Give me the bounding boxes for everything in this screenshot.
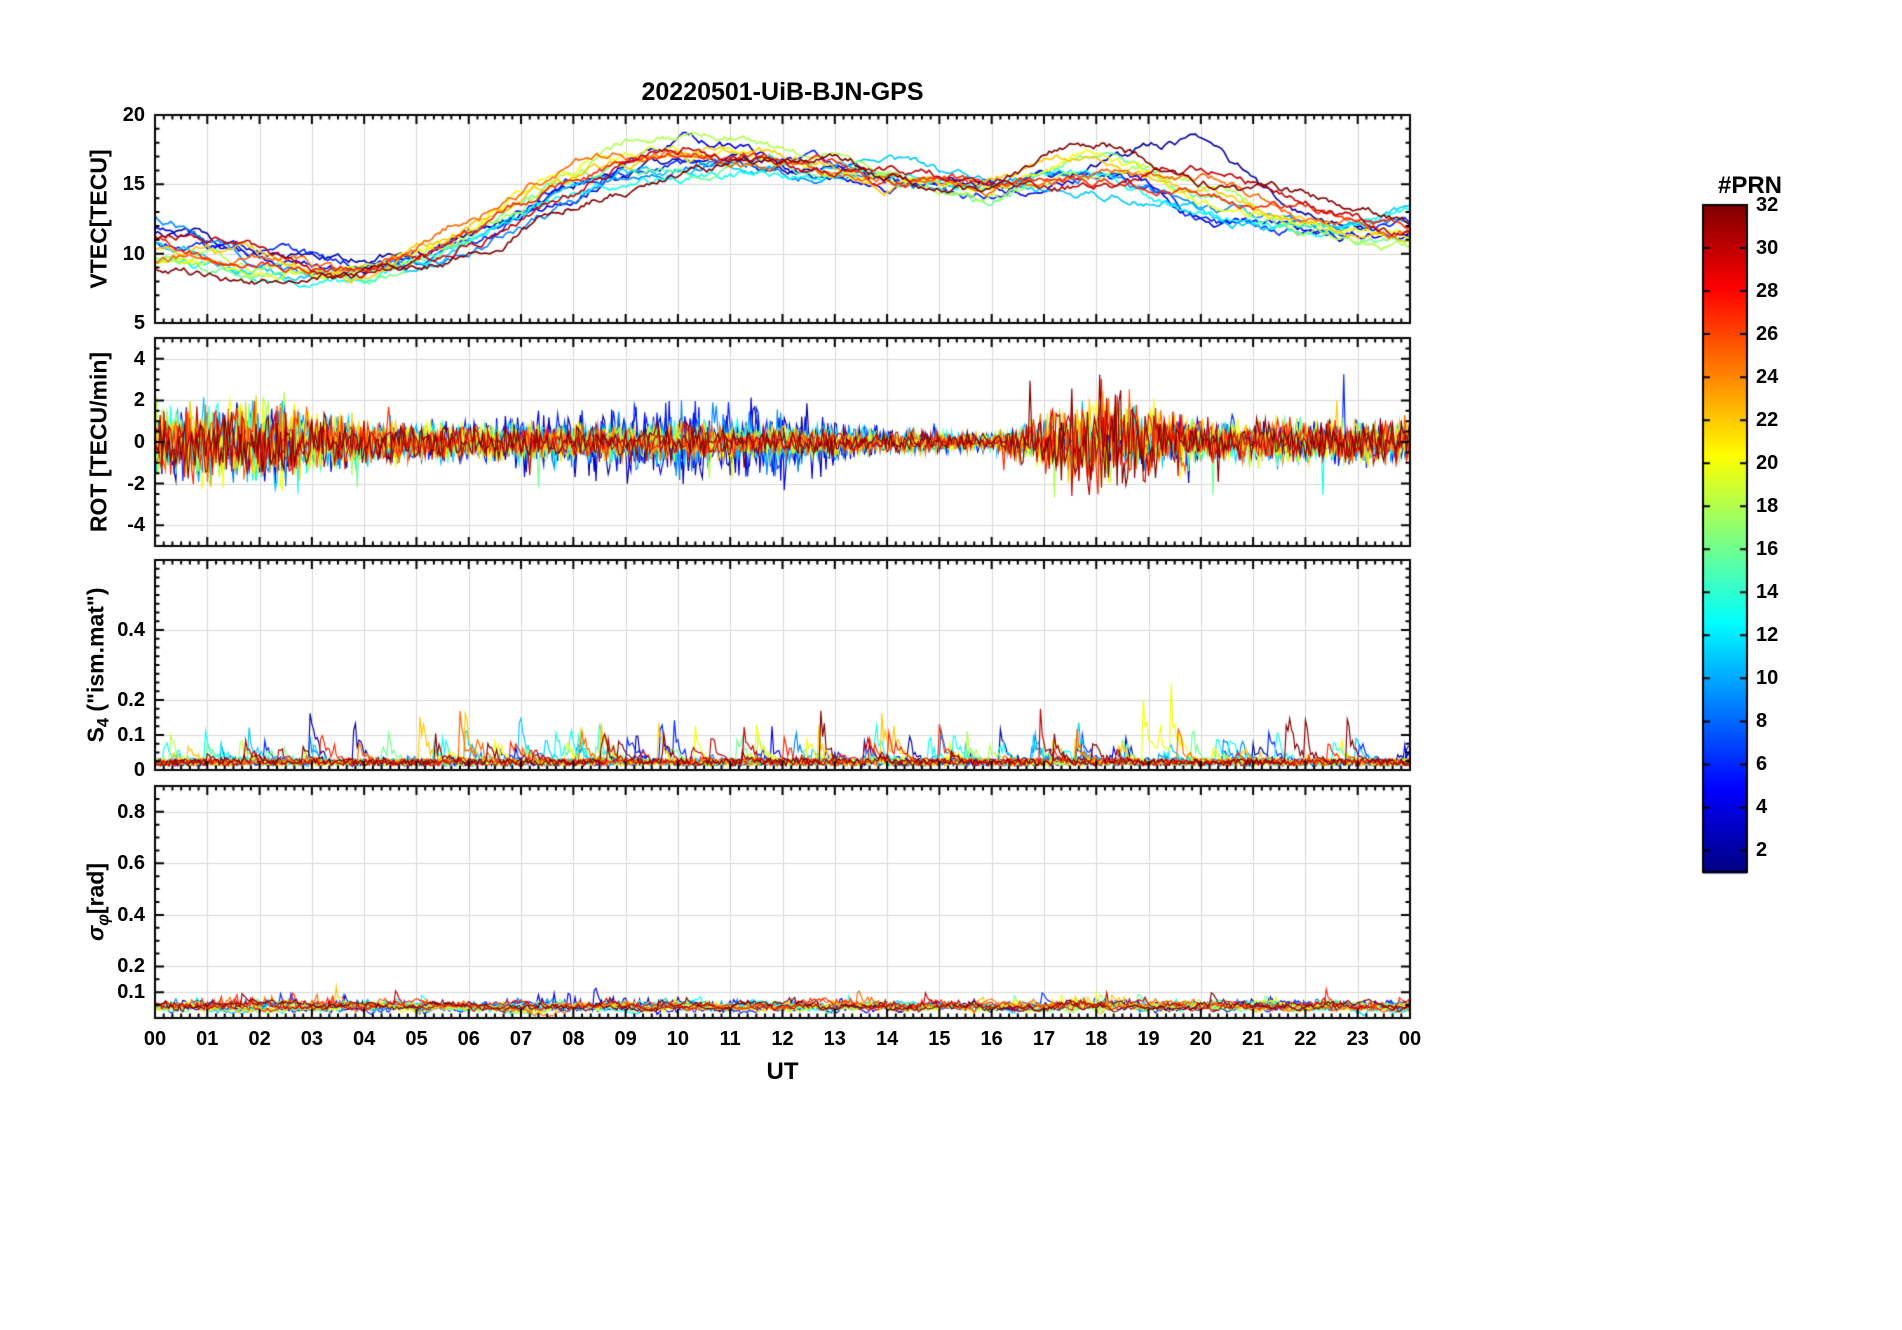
y-tick-label: 0 bbox=[133, 431, 145, 453]
y-tick-label: 0.6 bbox=[117, 852, 145, 875]
y-axis-label-text: VTEC[TECU] bbox=[85, 149, 112, 289]
colorbar-tick-label: 10 bbox=[1756, 667, 1779, 690]
colorbar-tick-label: 20 bbox=[1756, 452, 1779, 475]
y-tick-label: -4 bbox=[127, 514, 145, 537]
colorbar-tick-label: 12 bbox=[1756, 624, 1779, 647]
x-tick-label: 18 bbox=[1085, 1028, 1108, 1050]
x-tick-label: 10 bbox=[666, 1028, 690, 1050]
colorbar-tick-label: 8 bbox=[1756, 710, 1768, 733]
colorbar-tick-label: 6 bbox=[1756, 753, 1768, 776]
x-tick-label: 13 bbox=[823, 1028, 846, 1050]
x-tick-label: 16 bbox=[980, 1028, 1003, 1050]
x-tick-label: 22 bbox=[1294, 1028, 1317, 1050]
x-tick-label: 01 bbox=[196, 1028, 219, 1050]
x-tick-label: 14 bbox=[875, 1028, 899, 1050]
y-axis-label-vtec: VTEC[TECU] bbox=[86, 149, 113, 288]
x-tick-label: 21 bbox=[1242, 1028, 1265, 1050]
y-tick-label: 10 bbox=[122, 242, 145, 265]
x-tick-label: 11 bbox=[719, 1028, 741, 1050]
colorbar-tick-label: 24 bbox=[1756, 366, 1779, 389]
x-tick-label: 00 bbox=[1398, 1028, 1422, 1050]
colorbar-tick-label: 2 bbox=[1756, 839, 1768, 862]
y-tick-label: 0.2 bbox=[117, 689, 145, 711]
y-tick-label: 4 bbox=[133, 347, 145, 370]
x-tick-label: 04 bbox=[353, 1028, 376, 1050]
colorbar-tick-label: 22 bbox=[1756, 409, 1779, 432]
y-tick-label: 0.1 bbox=[117, 981, 145, 1004]
x-tick-label: 20 bbox=[1189, 1028, 1212, 1050]
y-tick-label: 0.2 bbox=[117, 955, 145, 978]
colorbar-tick-label: 32 bbox=[1756, 194, 1779, 216]
y-tick-label: 0.4 bbox=[117, 903, 145, 926]
colorbar-tick-label: 4 bbox=[1756, 796, 1768, 819]
y-tick-label: 20 bbox=[122, 104, 145, 126]
colorbar-label: #PRN bbox=[1717, 172, 1783, 199]
x-tick-label: 07 bbox=[509, 1028, 533, 1050]
x-tick-label: 08 bbox=[562, 1028, 585, 1050]
chart-title: 20220501-UiB-BJN-GPS bbox=[641, 78, 924, 106]
colorbar-tick-label: 30 bbox=[1756, 237, 1779, 260]
y-tick-label: 0 bbox=[133, 759, 145, 781]
y-axis-label-text: σ bbox=[82, 925, 109, 942]
x-tick-label: 12 bbox=[771, 1028, 794, 1050]
y-tick-label: 0.8 bbox=[117, 800, 145, 823]
y-tick-label: 2 bbox=[133, 389, 145, 412]
x-axis-label: UT bbox=[766, 1058, 799, 1085]
y-tick-label: 0.1 bbox=[117, 724, 145, 746]
colorbar-tick-label: 14 bbox=[1756, 581, 1779, 604]
x-tick-label: 09 bbox=[614, 1028, 637, 1050]
x-tick-label: 17 bbox=[1032, 1028, 1056, 1050]
x-tick-label: 15 bbox=[928, 1028, 951, 1050]
y-tick-label: -2 bbox=[127, 472, 145, 495]
x-tick-label: 02 bbox=[248, 1028, 271, 1050]
x-tick-label: 23 bbox=[1346, 1028, 1369, 1050]
x-tick-label: 06 bbox=[457, 1028, 480, 1050]
colorbar-tick-label: 18 bbox=[1756, 495, 1779, 518]
y-tick-label: 15 bbox=[122, 173, 145, 196]
colorbar-tick-label: 26 bbox=[1756, 323, 1779, 346]
y-tick-label: 0.4 bbox=[117, 619, 145, 641]
x-tick-label: 19 bbox=[1137, 1028, 1160, 1050]
y-tick-label: 5 bbox=[133, 312, 145, 334]
y-axis-label-s4: S4 ("ism.mat") bbox=[83, 588, 113, 743]
x-tick-label: 00 bbox=[143, 1028, 167, 1050]
x-tick-label: 05 bbox=[405, 1028, 428, 1050]
colorbar-tick-label: 28 bbox=[1756, 280, 1779, 303]
x-tick-label: 03 bbox=[300, 1028, 323, 1050]
colorbar-tick-label: 16 bbox=[1756, 538, 1779, 561]
